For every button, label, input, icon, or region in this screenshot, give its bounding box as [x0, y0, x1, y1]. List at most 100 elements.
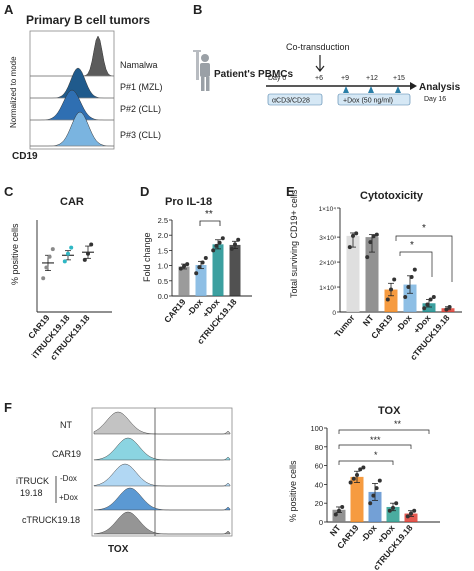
data-point — [403, 295, 408, 300]
panel-f-letter: F — [4, 400, 12, 415]
data-point — [203, 256, 208, 260]
dox-box — [337, 93, 411, 106]
bar — [422, 303, 436, 312]
data-point — [348, 480, 353, 485]
data-point — [185, 262, 190, 267]
data-point — [351, 476, 356, 481]
category-label: -Dox — [359, 523, 379, 544]
timeline-marks — [343, 86, 401, 93]
panel-c-ylabel: % positive cells — [10, 223, 20, 285]
panel-a-title: Primary B cell tumors — [26, 13, 150, 27]
timeline-tick-6: +6 — [315, 75, 323, 82]
data-point — [368, 501, 373, 506]
panel-e-ylabel: Total surviving CD19+ cells — [289, 189, 299, 298]
panel-d-chart: 0.00.51.01.52.02.5CAR19-Dox+DoxcTRUCK19.… — [158, 216, 252, 346]
data-point — [236, 237, 241, 242]
data-point — [82, 257, 87, 262]
panel-c-title: CAR — [60, 196, 84, 208]
patient-label: Patient's PBMCs — [214, 69, 294, 80]
activation-box-label: αCD3/CD28 — [272, 98, 310, 105]
data-point — [422, 306, 427, 311]
panel-a-letter: A — [4, 2, 14, 17]
data-point — [69, 245, 74, 250]
panel-d-sig-bracket — [199, 220, 221, 226]
bar — [212, 244, 224, 296]
y-tick-label: 40 — [315, 480, 323, 489]
data-point — [347, 245, 352, 250]
data-point — [447, 305, 452, 310]
panel-f-ylabel: % positive cells — [288, 460, 298, 522]
panel-a-sample-labels: Namalwa P#1 (MZL) P#2 (CLL) P#3 (CLL) — [120, 60, 163, 140]
histogram-curve — [30, 89, 114, 121]
hist-label-ctruck: cTRUCK19.18 — [22, 515, 80, 525]
data-point — [333, 512, 338, 517]
data-point — [220, 236, 225, 241]
itruck-label-1: iTRUCK — [16, 476, 49, 486]
data-point — [385, 297, 390, 302]
data-point — [406, 285, 411, 290]
y-tick-label: 20 — [315, 499, 323, 508]
panel-e-sig-2: * — [410, 240, 414, 251]
bar — [229, 244, 241, 296]
hist-label-plus-dox: +Dox — [59, 493, 78, 502]
bar — [384, 289, 398, 312]
histogram-curve — [93, 411, 231, 435]
panel-f-sig-1: ** — [394, 419, 402, 429]
panel-e-ylabel-text: Total surviving CD19+ cells — [289, 189, 299, 298]
panel-f-histograms — [93, 411, 231, 535]
data-point — [233, 242, 237, 247]
histogram-curve — [30, 35, 115, 77]
data-point — [66, 251, 70, 256]
data-point — [50, 247, 55, 252]
timeline-tick-12: +12 — [366, 75, 378, 82]
category-label: CAR19 — [369, 313, 395, 341]
sample-label: P#2 (CLL) — [120, 104, 161, 114]
data-point — [412, 267, 417, 272]
y-tick-label: 0 — [332, 310, 336, 317]
sample-label: P#1 (MZL) — [120, 82, 163, 92]
data-point — [351, 233, 355, 238]
y-tick-label: 3×10³ — [319, 235, 337, 242]
data-point — [62, 259, 67, 264]
timeline-tick-15: +15 — [393, 75, 405, 82]
data-point — [361, 465, 366, 470]
y-tick-label: 2.5 — [158, 216, 168, 225]
y-tick-label: 100 — [310, 424, 323, 433]
y-tick-label: 1×10⁴ — [319, 206, 337, 213]
panel-d-letter: D — [140, 184, 149, 199]
histogram-curve — [93, 511, 231, 535]
timeline-tick-9: +9 — [341, 75, 349, 82]
y-tick-label: 0.0 — [158, 292, 168, 301]
patient-icon — [193, 50, 210, 91]
data-point — [425, 302, 430, 307]
panel-c-letter: C — [4, 184, 14, 199]
panel-e-letter: E — [286, 184, 295, 199]
data-point — [194, 271, 199, 276]
activation-box — [267, 93, 323, 106]
category-label: NT — [361, 312, 376, 328]
data-point — [365, 255, 370, 260]
data-point — [374, 486, 379, 491]
bar — [368, 491, 382, 522]
panel-f-title: TOX — [378, 405, 401, 417]
sample-label: P#3 (CLL) — [120, 130, 161, 140]
panel-f-sig-bracket-3 — [338, 460, 394, 465]
panel-f-sig-bracket-1 — [338, 429, 430, 434]
data-point — [200, 260, 205, 265]
hist-label-minus-dox: -Dox — [60, 474, 77, 483]
data-point — [392, 277, 397, 282]
data-point — [355, 473, 359, 477]
panel-a-ylabel: Normalized to mode — [9, 56, 18, 128]
bar — [195, 264, 207, 296]
y-tick-label: 2.0 — [158, 231, 168, 240]
panel-d-sig: ** — [205, 209, 213, 220]
data-point — [214, 243, 219, 248]
cotransduction-arrow-icon — [315, 55, 325, 72]
data-point — [409, 511, 413, 516]
panel-e-sig-1: * — [422, 223, 426, 234]
